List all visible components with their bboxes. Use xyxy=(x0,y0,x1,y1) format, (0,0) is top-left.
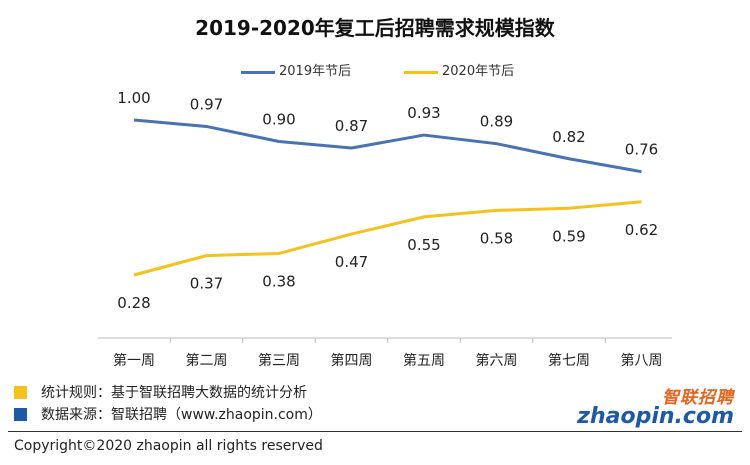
x-tick-label: 第二周 xyxy=(186,352,228,369)
zhaopin-logo: 智联招聘 zhaopin.com xyxy=(577,383,734,429)
legend-swatch-2019 xyxy=(241,71,275,74)
data-source-note: 数据来源：智联招聘（www.zhaopin.com） xyxy=(14,406,322,424)
x-tick-label: 第五周 xyxy=(403,352,445,369)
x-tick-label: 第三周 xyxy=(258,352,300,369)
blue-square-icon xyxy=(14,408,27,421)
chart-title: 2019-2020年复工后招聘需求规模指数 xyxy=(195,16,555,40)
yellow-square-icon xyxy=(14,386,27,399)
chart-legend: 2019年节后 2020年节后 xyxy=(0,62,750,82)
x-tick-label: 第七周 xyxy=(548,352,590,369)
legend-label-2019: 2019年节后 xyxy=(279,64,352,79)
data-source-text: 数据来源：智联招聘（www.zhaopin.com） xyxy=(41,407,322,423)
stat-rule-text: 统计规则：基于智联招聘大数据的统计分析 xyxy=(41,385,307,401)
data-label: 0.76 xyxy=(625,141,658,159)
data-label: 0.97 xyxy=(190,95,223,113)
data-label: 0.87 xyxy=(335,117,368,135)
stat-rule-note: 统计规则：基于智联招聘大数据的统计分析 xyxy=(14,384,307,402)
logo-en-text: zhaopin.com xyxy=(577,404,734,429)
data-label: 0.47 xyxy=(335,253,368,271)
data-label: 0.38 xyxy=(262,272,295,290)
data-label: 0.55 xyxy=(407,236,440,254)
x-tick-label: 第四周 xyxy=(331,352,373,369)
legend-label-2020: 2020年节后 xyxy=(442,64,515,79)
data-label: 0.62 xyxy=(625,221,658,239)
data-label: 0.59 xyxy=(552,227,585,245)
legend-swatch-2020 xyxy=(404,71,438,74)
data-label: 0.90 xyxy=(262,111,295,129)
logo-cn-text: 智联招聘 xyxy=(662,388,734,408)
x-tick-label: 第六周 xyxy=(476,352,518,369)
data-label: 0.93 xyxy=(407,104,440,122)
data-label: 0.28 xyxy=(117,294,150,312)
x-tick-label: 第八周 xyxy=(621,352,663,369)
data-label: 0.82 xyxy=(552,128,585,146)
footer-divider xyxy=(8,431,742,432)
series-line-2020 xyxy=(133,200,642,277)
data-label: 0.89 xyxy=(480,113,513,131)
data-label: 0.37 xyxy=(190,275,223,293)
data-label: 0.58 xyxy=(480,229,513,247)
series-line-2019 xyxy=(133,118,642,174)
copyright-text: Copyright©2020 zhaopin all rights reserv… xyxy=(14,438,323,454)
data-label: 1.00 xyxy=(117,89,150,107)
x-tick-label: 第一周 xyxy=(113,352,155,369)
